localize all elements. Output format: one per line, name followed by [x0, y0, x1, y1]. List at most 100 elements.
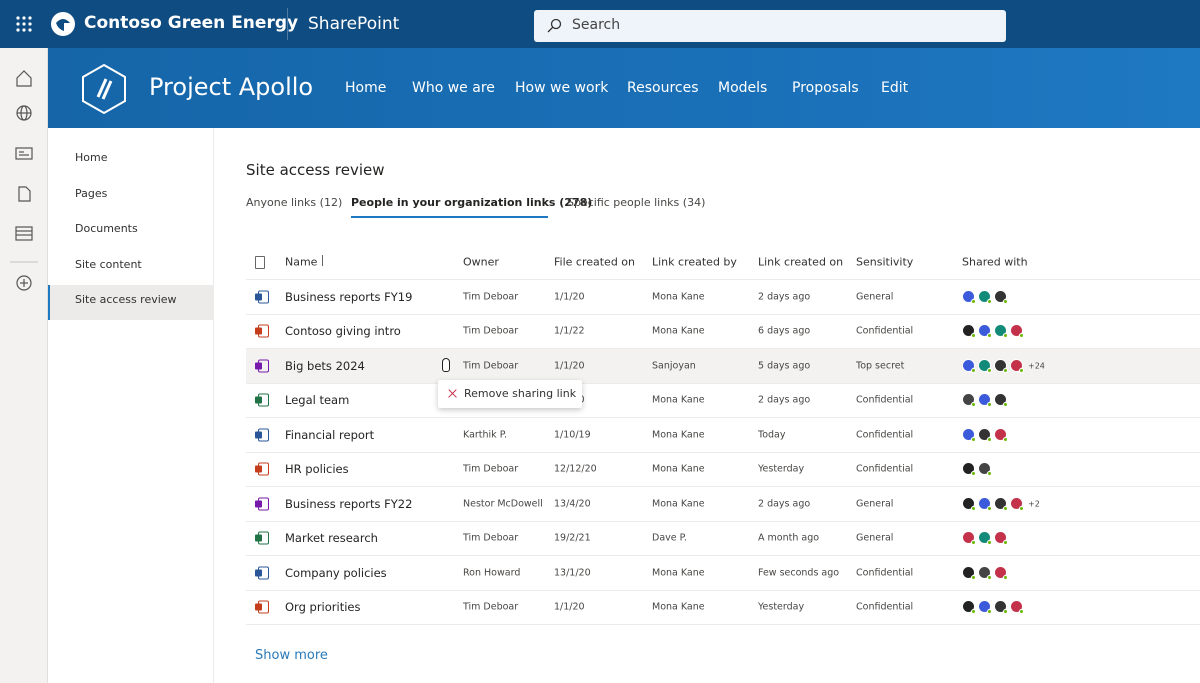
file-icon-onenote — [255, 497, 269, 510]
presence-dot — [1003, 298, 1008, 304]
create-icon[interactable] — [16, 275, 32, 291]
app-launcher[interactable] — [16, 16, 32, 32]
site-nav-item[interactable]: How we work — [515, 80, 609, 96]
cell-name[interactable]: Org priorities — [285, 600, 361, 614]
cell-file-created: 13/4/20 — [554, 498, 591, 509]
row-border — [246, 313, 1200, 315]
site-nav-item[interactable]: Home — [345, 80, 387, 96]
cell-sensitivity: Confidential — [856, 463, 914, 475]
row-hover-bg — [246, 348, 1200, 383]
cell-file-created: 13/1/20 — [554, 567, 591, 578]
file-icon-badge — [255, 465, 262, 473]
presence-dot — [987, 471, 992, 476]
list-icon[interactable] — [15, 226, 33, 241]
home-icon[interactable] — [16, 70, 32, 87]
cell-link-created-by: Mona Kane — [652, 567, 705, 578]
row-border — [246, 624, 1200, 625]
cell-sensitivity: General — [856, 291, 894, 302]
cell-link-created-on: A month ago — [758, 532, 820, 544]
avatar — [994, 531, 1008, 545]
presence-dot — [1003, 609, 1008, 614]
column-header[interactable]: Sensitivity — [856, 255, 914, 269]
cell-link-created-by: Mona Kane — [652, 498, 705, 509]
site-nav-item[interactable]: Edit — [881, 80, 909, 96]
file-icon-powerpoint — [255, 324, 269, 338]
presence-dot — [1019, 333, 1024, 338]
presence-dot — [987, 333, 992, 338]
nav-selected-bg — [48, 285, 213, 320]
cell-name[interactable]: Business reports FY22 — [285, 496, 413, 511]
cell-name[interactable]: Legal team — [285, 393, 350, 407]
left-nav-item[interactable]: Site content — [75, 257, 142, 271]
cell-link-created-by: Mona Kane — [652, 601, 705, 613]
presence-dot — [1019, 609, 1024, 614]
cell-name[interactable]: Contoso giving intro — [285, 324, 401, 338]
page-title: Site access review — [246, 161, 385, 179]
presence-dot — [971, 609, 976, 614]
search-box[interactable]: Search — [534, 10, 1006, 42]
cell-owner: Tim Deboar — [463, 325, 519, 337]
column-header[interactable]: Link created by — [652, 255, 737, 269]
cell-file-created: 12/12/20 — [554, 463, 597, 475]
presence-dot — [987, 540, 992, 545]
presence-dot — [987, 402, 992, 407]
left-nav-item[interactable]: Documents — [75, 222, 138, 235]
column-header[interactable]: File created on — [554, 255, 636, 269]
presence-dot — [971, 402, 976, 407]
header-border — [246, 279, 1200, 280]
cell-link-created-by: Mona Kane — [652, 429, 705, 440]
avatar — [962, 462, 976, 476]
file-icon-word — [255, 290, 269, 303]
left-nav: Home Pages Documents Site content Site acces… — [48, 128, 214, 683]
avatar — [978, 427, 992, 442]
shared-with-more: +24 — [1028, 361, 1045, 370]
site-nav-item[interactable]: Proposals — [792, 80, 859, 96]
column-header[interactable]: Shared with — [962, 255, 1028, 269]
document-icon[interactable] — [18, 186, 31, 202]
avatar — [962, 358, 976, 373]
cell-name[interactable]: Market research — [285, 531, 378, 545]
cell-link-created-on: 6 days ago — [758, 325, 811, 337]
cell-link-created-on: 2 days ago — [758, 498, 811, 509]
cell-link-created-by: Mona Kane — [652, 394, 705, 406]
file-icon-badge — [255, 396, 262, 404]
cell-file-created: 1/1/20 — [554, 291, 585, 302]
app-bar-icons — [10, 70, 38, 291]
site-nav-item[interactable]: Resources — [627, 80, 699, 96]
cell-owner: Ron Howard — [463, 567, 521, 578]
column-header[interactable]: Link created on — [758, 255, 844, 269]
cell-name[interactable]: Business reports FY19 — [285, 289, 413, 304]
avatar — [962, 289, 976, 304]
column-header[interactable]: Owner — [463, 255, 499, 269]
cell-file-created: 1/1/20 — [554, 360, 585, 371]
cell-sensitivity: Top secret — [856, 360, 905, 371]
app-name[interactable]: SharePoint — [308, 14, 400, 34]
file-icon-badge — [255, 293, 262, 300]
tab[interactable]: People in your organization links (278) — [351, 196, 593, 209]
tab-underline — [351, 216, 548, 218]
avatar — [962, 600, 976, 614]
left-nav-item[interactable]: Site access review — [75, 293, 177, 306]
menu-item[interactable]: Remove sharing link — [464, 386, 577, 400]
avatar — [978, 289, 992, 304]
show-more-link[interactable]: Show more — [255, 648, 328, 663]
file-icon-powerpoint — [255, 600, 269, 614]
cell-name[interactable]: Financial report — [285, 427, 375, 442]
site-nav-item[interactable]: Who we are — [412, 80, 495, 96]
row-border — [246, 486, 1200, 487]
file-icon-powerpoint — [255, 462, 269, 476]
site-nav-item[interactable]: Models — [718, 80, 768, 96]
cell-name[interactable]: Big bets 2024 — [285, 358, 365, 373]
cell-name[interactable]: HR policies — [285, 462, 349, 476]
news-icon[interactable] — [15, 147, 33, 160]
avatar — [978, 358, 992, 373]
left-nav-item[interactable]: Pages — [75, 186, 108, 200]
column-header[interactable]: Name — [285, 255, 318, 269]
presence-dot — [971, 298, 976, 304]
tab[interactable]: Specific people links (34) — [567, 196, 706, 209]
tab[interactable]: Anyone links (12) — [246, 196, 343, 209]
cell-name[interactable]: Company policies — [285, 565, 387, 580]
cell-link-created-by: Dave P. — [652, 532, 687, 544]
left-nav-item[interactable]: Home — [75, 151, 108, 164]
